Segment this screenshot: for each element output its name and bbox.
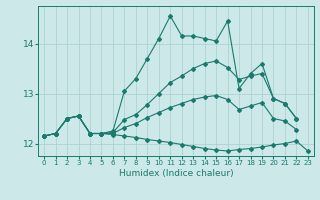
X-axis label: Humidex (Indice chaleur): Humidex (Indice chaleur) xyxy=(119,169,233,178)
